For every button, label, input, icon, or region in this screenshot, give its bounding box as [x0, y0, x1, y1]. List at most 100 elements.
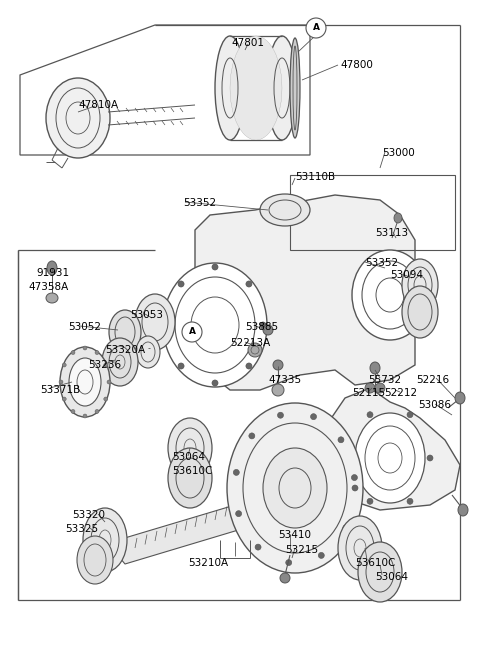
Text: 53885: 53885: [245, 322, 278, 332]
Text: 53210A: 53210A: [188, 558, 228, 568]
Text: 52115: 52115: [352, 388, 385, 398]
Ellipse shape: [178, 281, 184, 287]
Ellipse shape: [367, 412, 373, 418]
Ellipse shape: [163, 263, 267, 387]
Ellipse shape: [263, 325, 273, 335]
Ellipse shape: [407, 412, 413, 418]
Ellipse shape: [46, 293, 58, 303]
Text: 53064: 53064: [172, 452, 205, 462]
Text: 91931: 91931: [36, 268, 69, 278]
Text: 47358A: 47358A: [28, 282, 68, 292]
Ellipse shape: [168, 448, 212, 508]
Ellipse shape: [215, 36, 245, 140]
Ellipse shape: [280, 573, 290, 583]
Ellipse shape: [286, 560, 292, 565]
Ellipse shape: [263, 448, 327, 528]
Ellipse shape: [95, 350, 99, 354]
Ellipse shape: [246, 281, 252, 287]
Ellipse shape: [273, 360, 283, 370]
Text: 53325: 53325: [65, 524, 98, 534]
Ellipse shape: [230, 36, 282, 140]
Polygon shape: [330, 388, 460, 510]
Ellipse shape: [352, 485, 358, 491]
Ellipse shape: [343, 525, 349, 531]
Text: 53113: 53113: [375, 228, 408, 238]
Text: 47810A: 47810A: [78, 100, 118, 110]
Ellipse shape: [267, 36, 297, 140]
Circle shape: [182, 322, 202, 342]
Ellipse shape: [338, 516, 382, 580]
Ellipse shape: [351, 474, 358, 481]
Ellipse shape: [227, 403, 363, 573]
Polygon shape: [115, 505, 248, 564]
Text: 53610C: 53610C: [355, 558, 396, 568]
Ellipse shape: [104, 363, 108, 367]
Ellipse shape: [427, 455, 433, 461]
Ellipse shape: [178, 363, 184, 369]
Ellipse shape: [46, 78, 110, 158]
Ellipse shape: [77, 536, 113, 584]
Text: 47801: 47801: [231, 38, 264, 48]
Ellipse shape: [83, 346, 87, 350]
Ellipse shape: [135, 294, 175, 350]
Ellipse shape: [402, 286, 438, 338]
Text: 53052: 53052: [68, 322, 101, 332]
Ellipse shape: [367, 499, 373, 504]
Text: 53352: 53352: [365, 258, 398, 268]
Text: 53352: 53352: [183, 198, 216, 208]
Ellipse shape: [249, 433, 255, 439]
Text: 53320A: 53320A: [105, 345, 145, 355]
Ellipse shape: [352, 250, 428, 340]
Ellipse shape: [394, 213, 402, 223]
Text: 53371B: 53371B: [40, 385, 80, 395]
Text: 53053: 53053: [130, 310, 163, 320]
Ellipse shape: [71, 409, 75, 413]
Text: 52216: 52216: [416, 375, 449, 385]
Ellipse shape: [255, 544, 261, 550]
Ellipse shape: [69, 358, 101, 406]
Text: 53094: 53094: [390, 270, 423, 280]
Ellipse shape: [71, 350, 75, 354]
Ellipse shape: [212, 380, 218, 386]
Ellipse shape: [365, 383, 375, 393]
Ellipse shape: [260, 194, 310, 226]
Polygon shape: [195, 195, 415, 390]
Ellipse shape: [164, 322, 170, 328]
Text: 53320: 53320: [72, 510, 105, 520]
Ellipse shape: [272, 384, 284, 396]
Ellipse shape: [62, 397, 66, 401]
Ellipse shape: [62, 363, 66, 367]
Ellipse shape: [458, 504, 468, 516]
Ellipse shape: [338, 437, 344, 443]
Ellipse shape: [104, 397, 108, 401]
Ellipse shape: [83, 414, 87, 418]
Ellipse shape: [455, 392, 465, 404]
Circle shape: [306, 18, 326, 38]
Ellipse shape: [246, 363, 252, 369]
Ellipse shape: [109, 310, 141, 354]
Text: 53410: 53410: [278, 530, 311, 540]
Ellipse shape: [107, 380, 111, 384]
Ellipse shape: [355, 413, 425, 503]
Ellipse shape: [47, 261, 57, 275]
Ellipse shape: [233, 470, 240, 476]
Text: 52212: 52212: [384, 388, 417, 398]
Ellipse shape: [102, 338, 138, 386]
Bar: [290, 175, 455, 250]
Ellipse shape: [248, 343, 262, 357]
Ellipse shape: [95, 409, 99, 413]
Ellipse shape: [212, 264, 218, 270]
Text: 53110B: 53110B: [295, 172, 335, 182]
Ellipse shape: [277, 412, 284, 419]
Ellipse shape: [375, 383, 385, 393]
Ellipse shape: [347, 455, 353, 461]
Ellipse shape: [260, 322, 266, 328]
Text: A: A: [189, 327, 195, 337]
Text: 53086: 53086: [418, 400, 451, 410]
Ellipse shape: [59, 380, 63, 384]
Ellipse shape: [168, 418, 212, 478]
Text: 55732: 55732: [368, 375, 401, 385]
Text: 53215: 53215: [285, 545, 318, 555]
Ellipse shape: [236, 510, 241, 517]
Ellipse shape: [136, 336, 160, 368]
